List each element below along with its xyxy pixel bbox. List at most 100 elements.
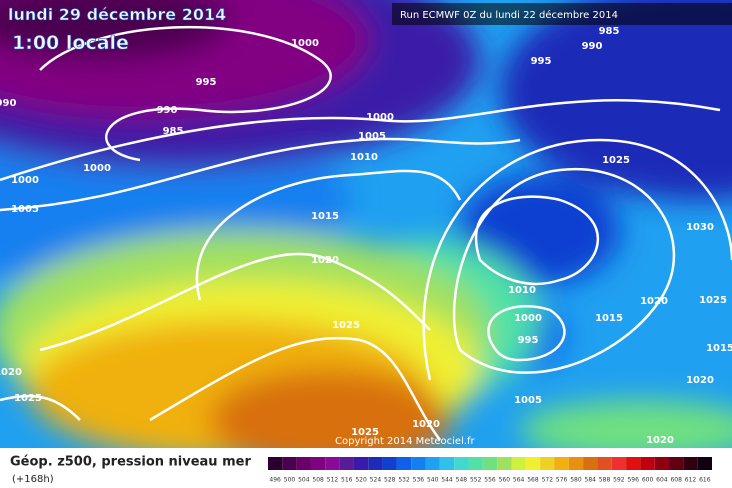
scale-label: 604	[656, 477, 668, 484]
scale-label: 536	[413, 477, 425, 484]
scale-swatch	[554, 457, 569, 470]
isobar-label: 1005	[514, 395, 542, 406]
scale-label: 500	[284, 477, 296, 484]
isobar-label: 1000	[11, 175, 39, 186]
scale-label: 556	[484, 477, 496, 484]
scale-swatch	[568, 457, 584, 470]
isobars	[0, 25, 732, 441]
scale-swatch	[611, 457, 627, 470]
scale-label: 532	[398, 477, 410, 484]
isobar-label: 1025	[351, 427, 379, 438]
isobar-label: 985	[163, 126, 184, 137]
scale-swatch	[511, 457, 526, 470]
isobar-label: 1015	[706, 343, 732, 354]
scale-label: 548	[456, 477, 468, 484]
scale-label: 544	[441, 477, 453, 484]
scale-swatch	[282, 457, 297, 470]
isobar-label: 995	[196, 77, 217, 88]
isobar-label: 1030	[686, 222, 714, 233]
scale-swatch	[268, 457, 283, 470]
scale-label: 584	[585, 477, 597, 484]
scale-swatch	[454, 457, 469, 470]
scale-swatch	[597, 457, 612, 470]
scale-label: 612	[685, 477, 697, 484]
scale-swatch	[468, 457, 483, 470]
scale-label: 592	[613, 477, 625, 484]
scale-swatch	[382, 457, 397, 470]
scale-swatch	[368, 457, 383, 470]
isobar-label: 995	[518, 335, 539, 346]
scale-label: 552	[470, 477, 482, 484]
scale-label: 608	[670, 477, 682, 484]
isobar-label: 1025	[332, 320, 360, 331]
run-box	[392, 3, 732, 25]
isobar-label: 1005	[11, 204, 39, 215]
scale-swatch	[654, 457, 670, 470]
scale-swatch	[525, 457, 541, 470]
isobar-label: 1005	[358, 131, 386, 142]
scale-label: 596	[627, 477, 639, 484]
isobar-label: 990	[0, 98, 16, 109]
scale-swatch	[482, 457, 498, 470]
scale-label: 560	[499, 477, 511, 484]
scale-swatch	[640, 457, 655, 470]
scale-label: 524	[370, 477, 382, 484]
scale-label: 516	[341, 477, 353, 484]
scale-label: 504	[298, 477, 310, 484]
date: lundi 29 décembre 2014	[8, 5, 226, 24]
scale-swatch	[683, 457, 698, 470]
isobar-label: 1020	[640, 296, 668, 307]
isobar-label: 1025	[14, 393, 42, 404]
scale-label: 568	[527, 477, 539, 484]
scale-label: 600	[642, 477, 654, 484]
isobar-label: 1025	[699, 295, 727, 306]
scale-swatch	[296, 457, 311, 470]
scale-label: 496	[269, 477, 281, 484]
isobar-label: 990	[582, 41, 603, 52]
field	[0, 0, 732, 448]
isobar-label: 1020	[646, 435, 674, 446]
isobar-label: 990	[157, 105, 178, 116]
isobar-label: 1000	[514, 313, 542, 324]
scale-label: 540	[427, 477, 439, 484]
isobar-label: 1020	[412, 419, 440, 430]
isobar-label: 1015	[311, 211, 339, 222]
scale-label: 508	[312, 477, 324, 484]
scale-swatch	[411, 457, 426, 470]
scale-swatch	[325, 457, 340, 470]
scale-label: 520	[355, 477, 367, 484]
scale-swatch	[669, 457, 684, 470]
scale-label: 580	[570, 477, 582, 484]
scale-swatch	[396, 457, 412, 470]
scale-swatch	[626, 457, 641, 470]
footer-title: Géop. z500, pression niveau mer	[10, 455, 251, 470]
isobar-label: 985	[599, 26, 620, 37]
scale-label: 564	[513, 477, 525, 484]
run-info: Run ECMWF 0Z du lundi 22 décembre 2014	[400, 9, 618, 21]
isobar-label: 1020	[0, 367, 22, 378]
isobar-label: 1015	[595, 313, 623, 324]
scale-swatch	[425, 457, 440, 470]
copyright: Copyright 2014 Meteociel.fr	[335, 436, 476, 447]
scale-swatch	[339, 457, 354, 470]
scale-swatch	[310, 457, 326, 470]
isobar-label: 1000	[291, 38, 319, 49]
time: 1:00 locale	[12, 32, 129, 54]
scale-swatch	[540, 457, 555, 470]
scale-label: 572	[542, 477, 554, 484]
isobar-label: 1000	[83, 163, 111, 174]
isobar-label: 1000	[366, 112, 394, 123]
isobar-label: 1010	[350, 152, 378, 163]
isobar-label: 995	[531, 56, 552, 67]
isobar-label: 1020	[686, 375, 714, 386]
scale-label: 576	[556, 477, 568, 484]
scale-swatch	[497, 457, 512, 470]
lead-time: (+168h)	[12, 474, 54, 485]
isobar-labels: 1000 995 990 985 995 990 985 1000 1005 1010 1000 10…	[0, 26, 732, 446]
isobar-label: 1010	[508, 285, 536, 296]
scale-label: 588	[599, 477, 611, 484]
scale-label: 512	[327, 477, 339, 484]
scale-swatch	[439, 457, 455, 470]
